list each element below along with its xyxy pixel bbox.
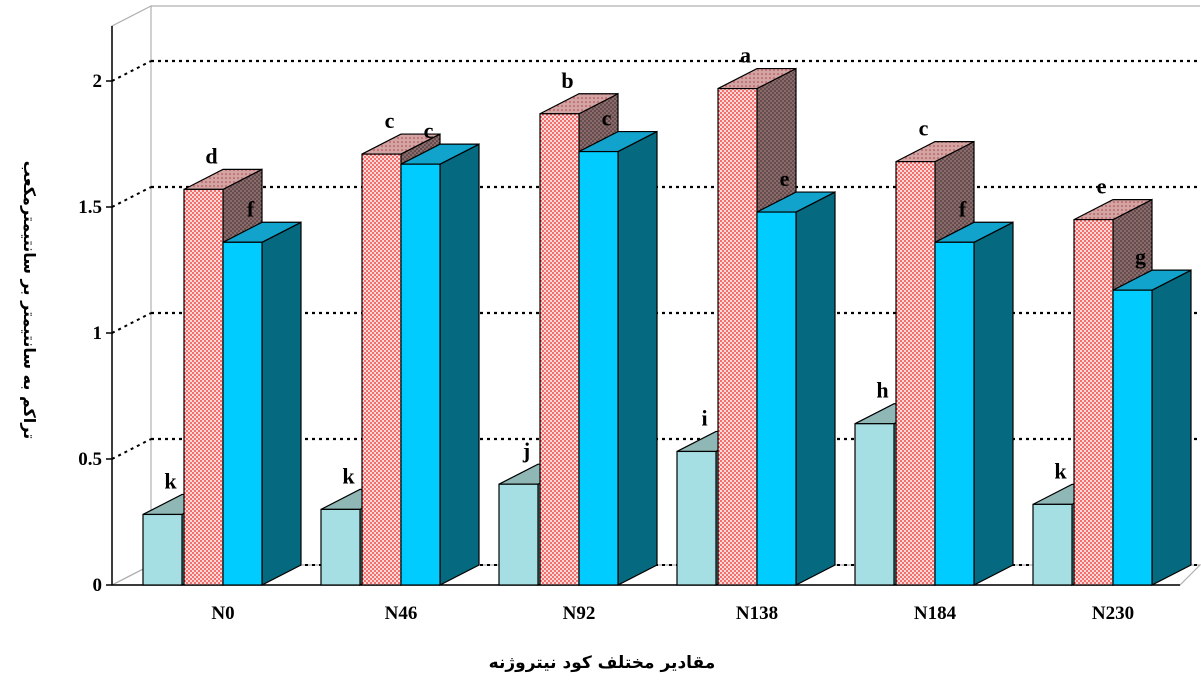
bar-front [578, 150, 619, 586]
significance-letter: a [740, 43, 751, 68]
x-tick-label: N230 [1092, 603, 1134, 624]
significance-letter: c [919, 116, 929, 141]
bar-side [795, 191, 836, 586]
x-tick-label: N46 [385, 603, 418, 624]
significance-letters: k d f k c c j b c i a e h c f k e g [164, 43, 1146, 494]
bar-front [498, 483, 539, 586]
bar-front [400, 163, 441, 586]
bar [222, 221, 302, 586]
bars [142, 67, 1192, 586]
significance-letter: b [561, 68, 573, 93]
bar-front [676, 450, 717, 586]
x-tick-label: N92 [563, 603, 596, 624]
significance-letter: f [959, 196, 967, 221]
significance-letter: h [876, 378, 888, 403]
gridline-diagonal [111, 438, 152, 460]
bar-front [895, 161, 936, 586]
bar-front [717, 87, 758, 586]
bar-front [1032, 503, 1073, 586]
bar-front [142, 513, 183, 586]
significance-letter: c [424, 118, 434, 143]
bar-front [539, 113, 580, 586]
bar-front [320, 508, 361, 586]
bar [934, 221, 1014, 586]
significance-letter: j [522, 438, 530, 463]
x-tick-label: N0 [211, 603, 234, 624]
bar-side [439, 143, 480, 586]
gridlines [111, 59, 1200, 566]
y-tick-label: 0.5 [78, 449, 102, 470]
bar-front [222, 241, 263, 586]
x-tick-label: N184 [914, 603, 957, 624]
bar [756, 191, 836, 586]
significance-letter: k [1054, 458, 1067, 483]
side-wall [111, 5, 152, 586]
bar-side [261, 221, 302, 586]
bar-side [617, 130, 658, 586]
bar [400, 143, 480, 586]
significance-letter: e [780, 166, 790, 191]
y-tick-label: 2 [93, 71, 103, 92]
gridline-diagonal [111, 186, 152, 208]
significance-letter: c [385, 108, 395, 133]
y-axis-title: تراکم به سانتیمتر بر سانتیمترمکعب [20, 161, 39, 439]
x-tick-label: N138 [736, 603, 778, 624]
bar-front [361, 153, 402, 586]
significance-letter: d [205, 143, 217, 168]
significance-letter: i [701, 405, 707, 430]
y-tick-label: 0 [93, 575, 103, 596]
significance-letter: e [1097, 174, 1107, 199]
significance-letter: g [1135, 244, 1146, 269]
significance-letter: c [602, 106, 612, 131]
significance-letter: k [342, 463, 355, 488]
y-tick-label: 1.5 [78, 197, 102, 218]
bar [578, 130, 658, 586]
bar-front [934, 241, 975, 586]
y-tick-label: 1 [93, 323, 103, 344]
x-axis-title: مقادیر مختلف کود نیتروژنه [489, 653, 716, 673]
significance-letter: k [164, 468, 177, 493]
significance-letter: f [247, 196, 255, 221]
gridline-diagonal [111, 60, 152, 82]
bar-front [1112, 289, 1153, 586]
bar-side [1151, 269, 1192, 586]
bar-front [1073, 219, 1114, 586]
gridline-diagonal [111, 312, 152, 334]
bar-front [756, 211, 797, 586]
axes: 0 0.5 1 1.5 2 N0 N46 N92 N138 N184 N230 [78, 26, 1180, 624]
bar-side [973, 221, 1014, 586]
bar [1112, 269, 1192, 586]
bar-front [183, 188, 224, 586]
bar-front [854, 423, 895, 586]
